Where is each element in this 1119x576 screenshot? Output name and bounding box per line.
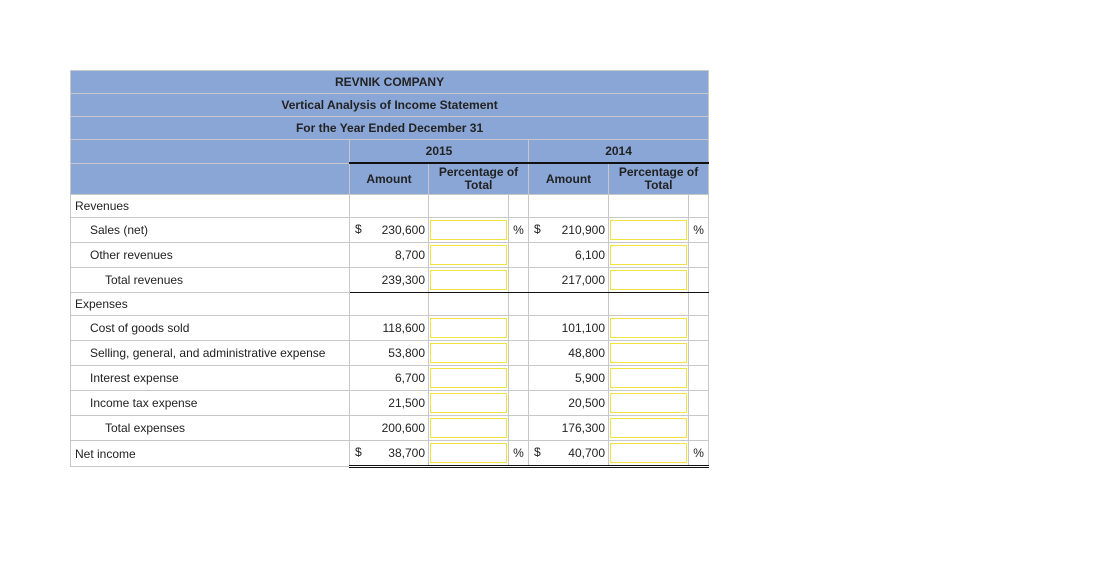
amount-2014-header: Amount: [528, 162, 609, 195]
report-title: Vertical Analysis of Income Statement: [69, 93, 710, 117]
report-period: For the Year Ended December 31: [69, 116, 710, 140]
amount-2015: 239,300: [349, 267, 429, 293]
row-label: Interest expense: [70, 365, 350, 391]
table-row: Net income $38,700 % $40,700 %: [70, 440, 710, 468]
percentage-2014-input[interactable]: [610, 443, 687, 463]
amount-2014: 6,100: [528, 242, 609, 268]
percentage-2015-header: Percentage of Total: [428, 162, 529, 195]
year-2014-header: 2014: [527, 139, 710, 164]
dollar-sign: $: [355, 445, 362, 459]
percentage-2014-input[interactable]: [610, 393, 687, 413]
row-label: Sales (net): [70, 217, 350, 243]
amount-2015: 6,700: [349, 365, 429, 391]
year-2015-header: 2015: [349, 139, 529, 164]
table-row: Income tax expense 21,500 20,500: [70, 390, 710, 416]
percentage-2015-input[interactable]: [430, 318, 507, 338]
amount-2015: 8,700: [349, 242, 429, 268]
amount-2014: 48,800: [528, 340, 609, 366]
percentage-2014-input[interactable]: [610, 270, 687, 290]
percentage-2015-input[interactable]: [430, 343, 507, 363]
row-label: Income tax expense: [70, 390, 350, 416]
dollar-sign: $: [355, 222, 362, 236]
percentage-2014-header: Percentage of Total: [607, 162, 710, 195]
amount-2014: 176,300: [528, 415, 609, 441]
percent-sign: %: [508, 440, 529, 468]
percentage-2015-input[interactable]: [430, 443, 507, 463]
percent-sign: %: [687, 440, 710, 468]
row-label: Revenues: [70, 194, 350, 218]
amount-2014: 40,700: [568, 446, 605, 460]
amount-2014: 210,900: [561, 223, 605, 237]
table-row: Revenues: [70, 194, 710, 218]
percentage-2014-input[interactable]: [610, 368, 687, 388]
amount-2015: 38,700: [388, 446, 425, 460]
dollar-sign: $: [534, 445, 541, 459]
amount-2015: 230,600: [381, 223, 425, 237]
table-row: Total revenues 239,300 217,000: [70, 267, 710, 293]
table-row: Other revenues 8,700 6,100: [70, 242, 710, 268]
percentage-2014-input[interactable]: [610, 245, 687, 265]
percentage-2014-input[interactable]: [610, 343, 687, 363]
table-row: Selling, general, and administrative exp…: [70, 340, 710, 366]
header-blank: [70, 162, 350, 195]
percentage-2015-input[interactable]: [430, 368, 507, 388]
header-blank: [70, 139, 350, 164]
percent-sign: %: [687, 217, 710, 243]
row-label: Cost of goods sold: [70, 315, 350, 341]
percentage-2015-input[interactable]: [430, 393, 507, 413]
row-label: Expenses: [70, 292, 350, 316]
dollar-sign: $: [534, 222, 541, 236]
table-row: Cost of goods sold 118,600 101,100: [70, 315, 710, 341]
percentage-2015-input[interactable]: [430, 245, 507, 265]
row-label: Other revenues: [70, 242, 350, 268]
percentage-2014-input[interactable]: [610, 318, 687, 338]
percentage-2015-input[interactable]: [430, 220, 507, 240]
income-statement-table: REVNIK COMPANY Vertical Analysis of Inco…: [69, 70, 710, 468]
table-row: Interest expense 6,700 5,900: [70, 365, 710, 391]
amount-2015: 118,600: [349, 315, 429, 341]
amount-2015: 200,600: [349, 415, 429, 441]
percentage-2014-input[interactable]: [610, 220, 687, 240]
table-row: Expenses: [70, 292, 710, 316]
percentage-2014-input[interactable]: [610, 418, 687, 438]
amount-2014: 217,000: [528, 267, 609, 293]
table-row: Sales (net) $230,600 % $210,900 %: [70, 217, 710, 243]
company-name: REVNIK COMPANY: [69, 70, 710, 94]
percentage-2015-input[interactable]: [430, 418, 507, 438]
row-label: Total revenues: [70, 267, 350, 293]
row-label: Net income: [70, 440, 350, 467]
amount-2014: 20,500: [528, 390, 609, 416]
percent-sign: %: [508, 217, 529, 243]
row-label: Selling, general, and administrative exp…: [70, 340, 350, 366]
amount-2014: 5,900: [528, 365, 609, 391]
table-row: Total expenses 200,600 176,300: [70, 415, 710, 441]
amount-2015: 53,800: [349, 340, 429, 366]
percentage-2015-input[interactable]: [430, 270, 507, 290]
amount-2014: 101,100: [528, 315, 609, 341]
amount-2015-header: Amount: [349, 162, 429, 195]
amount-2015: 21,500: [349, 390, 429, 416]
row-label: Total expenses: [70, 415, 350, 441]
